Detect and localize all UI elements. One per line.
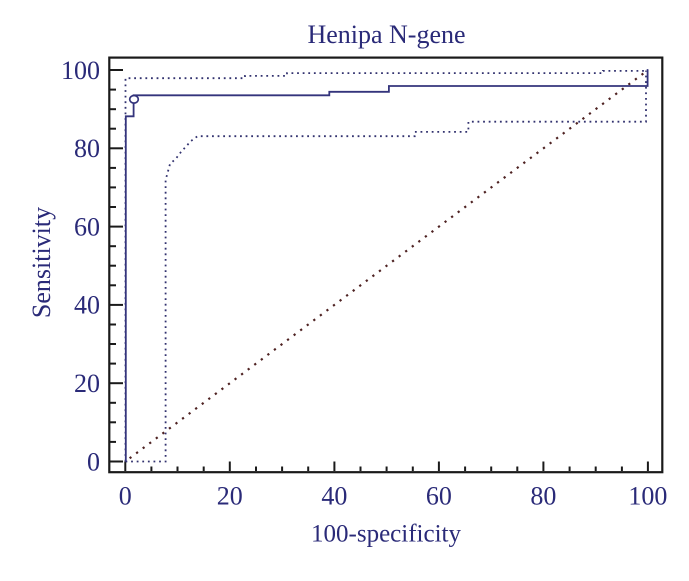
svg-text:20: 20 [74, 369, 100, 398]
svg-text:40: 40 [321, 482, 347, 511]
svg-text:Henipa N-gene: Henipa N-gene [307, 20, 465, 49]
svg-text:100: 100 [628, 482, 667, 511]
svg-text:80: 80 [74, 134, 100, 163]
svg-text:Sensitivity: Sensitivity [27, 207, 56, 318]
svg-text:40: 40 [74, 291, 100, 320]
svg-text:100-specificity: 100-specificity [311, 521, 461, 548]
svg-text:80: 80 [530, 482, 556, 511]
svg-text:20: 20 [217, 482, 243, 511]
svg-text:100: 100 [61, 56, 100, 85]
svg-text:0: 0 [119, 482, 132, 511]
svg-text:60: 60 [74, 212, 100, 241]
svg-text:60: 60 [426, 482, 452, 511]
svg-text:0: 0 [87, 447, 100, 476]
